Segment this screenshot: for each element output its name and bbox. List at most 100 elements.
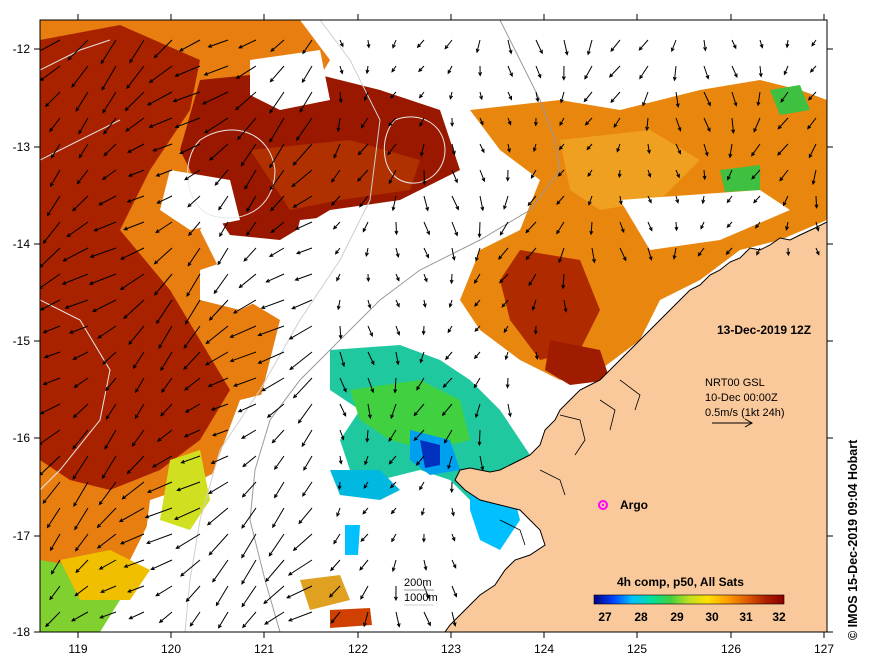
current-arrow-icon: [212, 559, 229, 583]
current-arrow-icon: [561, 65, 566, 81]
current-arrow-icon: [479, 143, 485, 154]
current-arrow-icon: [104, 429, 117, 450]
current-arrow-icon: [152, 143, 173, 152]
current-arrow-icon: [144, 507, 173, 519]
colorbar-tick-label: 30: [705, 610, 719, 624]
coastline-detail: [499, 379, 641, 546]
current-arrow-icon: [124, 91, 145, 112]
current-arrow-icon: [156, 429, 173, 442]
current-arrow-icon: [785, 39, 790, 49]
current-arrow-icon: [121, 481, 145, 500]
current-source-label: NRT00 GSL: [705, 377, 765, 389]
y-tick-label: -12: [13, 42, 31, 56]
x-tick-label: 120: [161, 642, 181, 656]
current-arrow-icon: [474, 299, 481, 307]
current-arrow-icon: [701, 195, 706, 205]
current-arrow-icon: [786, 247, 791, 257]
current-arrow-icon: [42, 221, 61, 244]
current-arrow-icon: [265, 273, 285, 283]
current-arrow-icon: [675, 143, 681, 155]
colorbar-tick-label: 29: [670, 610, 684, 624]
colorbar-tick-label: 32: [772, 610, 786, 624]
current-arrow-icon: [674, 221, 679, 232]
current-arrow-icon: [73, 377, 89, 388]
current-arrow-icon: [237, 117, 257, 141]
current-arrow-icon: [184, 169, 201, 181]
current-arrow-icon: [647, 247, 653, 261]
current-arrow-icon: [591, 247, 596, 264]
current-arrow-icon: [207, 39, 229, 48]
current-arrow-icon: [208, 481, 229, 494]
current-arrow-icon: [587, 39, 593, 56]
current-arrow-icon: [613, 117, 621, 128]
current-arrow-icon: [185, 585, 201, 603]
current-arrow-icon: [416, 39, 425, 49]
current-arrow-icon: [336, 507, 341, 518]
current-arrow-icon: [302, 39, 313, 55]
current-arrow-icon: [101, 65, 117, 91]
current-arrow-icon: [365, 65, 370, 75]
current-arrow-icon: [40, 39, 61, 52]
current-arrow-icon: [366, 39, 371, 49]
current-arrow-icon: [218, 611, 229, 629]
current-arrow-icon: [475, 39, 481, 54]
current-arrow-icon: [129, 39, 145, 64]
current-arrow-icon: [67, 39, 89, 61]
current-arrow-icon: [726, 221, 733, 229]
scale-arrow-icon: [712, 418, 754, 428]
current-arrow-icon: [336, 299, 341, 311]
current-arrow-icon: [64, 299, 89, 309]
current-arrow-icon: [50, 143, 61, 159]
current-arrow-icon: [391, 65, 397, 73]
current-arrow-icon: [421, 533, 426, 543]
current-arrow-icon: [180, 455, 201, 464]
land-mass: [444, 221, 827, 632]
current-arrow-icon: [294, 221, 313, 230]
current-arrow-icon: [617, 169, 622, 179]
current-arrow-icon: [533, 325, 538, 335]
current-arrow-icon: [675, 91, 680, 108]
current-arrow-icon: [478, 65, 483, 77]
current-arrow-icon: [156, 195, 173, 204]
current-arrow-icon: [73, 481, 89, 508]
current-arrow-icon: [364, 455, 369, 466]
current-arrow-icon: [479, 91, 483, 101]
current-arrow-icon: [150, 559, 173, 570]
current-arrow-icon: [561, 273, 566, 290]
current-arrow-icon: [728, 143, 733, 159]
current-arrow-icon: [507, 91, 512, 101]
current-arrow-icon: [153, 273, 173, 296]
current-arrow-icon: [205, 325, 229, 345]
current-arrow-icon: [501, 299, 509, 308]
current-arrow-icon: [725, 247, 733, 255]
current-arrow-icon: [780, 91, 789, 103]
y-tick-label: -14: [13, 237, 31, 251]
current-arrow-icon: [618, 195, 623, 206]
current-arrow-icon: [672, 247, 677, 260]
current-arrow-icon: [241, 507, 257, 529]
current-arrow-icon: [339, 39, 344, 48]
current-arrow-icon: [328, 585, 341, 598]
y-tick-label: -16: [13, 431, 31, 445]
current-arrow-icon: [72, 403, 89, 419]
current-arrow-icon: [448, 299, 453, 309]
current-arrow-icon: [499, 221, 509, 236]
current-arrow-icon: [66, 221, 89, 238]
current-arrow-icon: [246, 195, 257, 213]
current-arrow-icon: [76, 169, 89, 185]
x-tick-label: 124: [534, 642, 554, 656]
current-arrow-icon: [241, 585, 257, 608]
current-arrow-icon: [188, 221, 201, 237]
current-arrow-icon: [697, 247, 705, 257]
current-arrow-icon: [292, 533, 313, 552]
current-arrow-icon: [507, 39, 513, 55]
current-arrow-icon: [207, 377, 229, 388]
current-arrow-icon: [731, 39, 737, 50]
current-arrow-icon: [527, 195, 537, 207]
current-arrow-icon: [675, 169, 680, 179]
current-arrow-icon: [608, 65, 621, 78]
current-arrow-icon: [423, 273, 428, 283]
current-arrow-icon: [783, 195, 789, 207]
current-arrow-icon: [62, 247, 89, 262]
current-arrow-icon: [423, 195, 429, 212]
